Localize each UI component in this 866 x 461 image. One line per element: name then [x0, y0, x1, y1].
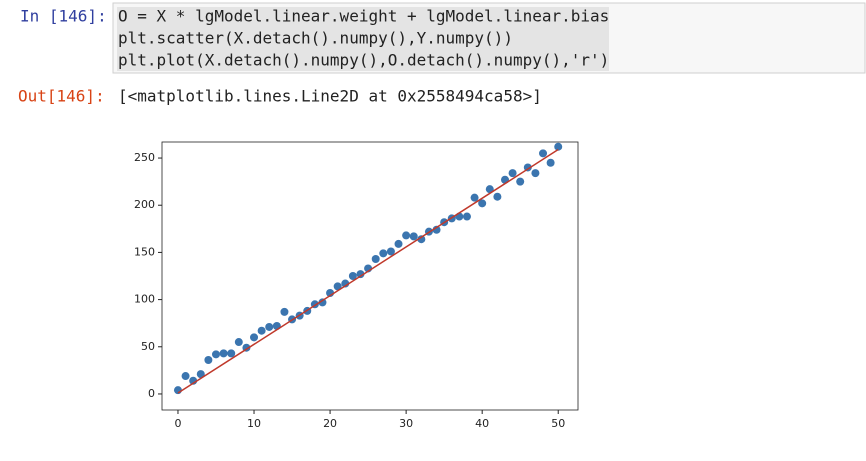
code-line: plt.scatter(X.detach().numpy(),Y.numpy()…: [118, 29, 513, 48]
point: [272, 322, 281, 331]
point: [181, 372, 190, 381]
fit-line: [177, 148, 559, 394]
x-tick-label: 40: [475, 417, 489, 430]
point: [341, 279, 350, 288]
prompt-out: Out[146]:: [18, 87, 105, 106]
chart: 0 50 100 150 200 250 0 10 20 30 40 50: [134, 141, 579, 430]
prompt-in: In [146]:: [20, 7, 107, 26]
point: [371, 255, 380, 264]
x-tick-label: 30: [399, 417, 413, 430]
point: [462, 212, 471, 221]
point: [470, 193, 479, 202]
point: [257, 326, 266, 335]
point: [211, 350, 220, 359]
point: [554, 142, 563, 151]
x-tick-label: 10: [247, 417, 261, 430]
point: [219, 349, 228, 358]
y-tick-label: 0: [148, 387, 155, 400]
plot-frame: [161, 141, 579, 411]
point: [516, 177, 525, 186]
x-tick-label: 0: [174, 417, 181, 430]
point: [531, 169, 540, 178]
point: [318, 298, 327, 307]
point: [386, 247, 395, 256]
y-tick-label: 250: [134, 151, 155, 164]
code-line: plt.plot(X.detach().numpy(),O.detach().n…: [118, 51, 609, 70]
x-tick-label: 20: [323, 417, 337, 430]
point: [546, 158, 555, 167]
point: [196, 370, 205, 379]
point: [356, 270, 365, 279]
point: [485, 185, 494, 194]
point: [508, 169, 517, 178]
point: [348, 272, 357, 280]
point: [250, 333, 259, 342]
y-tick-label: 200: [134, 198, 155, 211]
point: [478, 199, 487, 208]
point: [280, 307, 289, 316]
point: [265, 322, 274, 331]
point: [402, 231, 411, 240]
point: [379, 249, 388, 258]
point: [409, 232, 418, 241]
point: [234, 338, 243, 347]
point: [417, 235, 426, 244]
point: [394, 239, 403, 248]
selection: [117, 7, 609, 71]
point: [493, 192, 502, 201]
point: [455, 212, 464, 221]
point: [539, 149, 548, 158]
point: [333, 282, 342, 291]
point: [204, 355, 213, 364]
output-text: [<matplotlib.lines.Line2D at 0x2558494ca…: [118, 87, 542, 106]
point: [227, 349, 236, 358]
point: [432, 225, 441, 234]
y-tick-label: 50: [141, 340, 155, 353]
y-tick-label: 100: [134, 293, 155, 306]
x-tick-label: 50: [551, 417, 565, 430]
y-tick-label: 150: [134, 245, 155, 258]
code-line: O = X * lgModel.linear.weight + lgModel.…: [118, 7, 609, 26]
